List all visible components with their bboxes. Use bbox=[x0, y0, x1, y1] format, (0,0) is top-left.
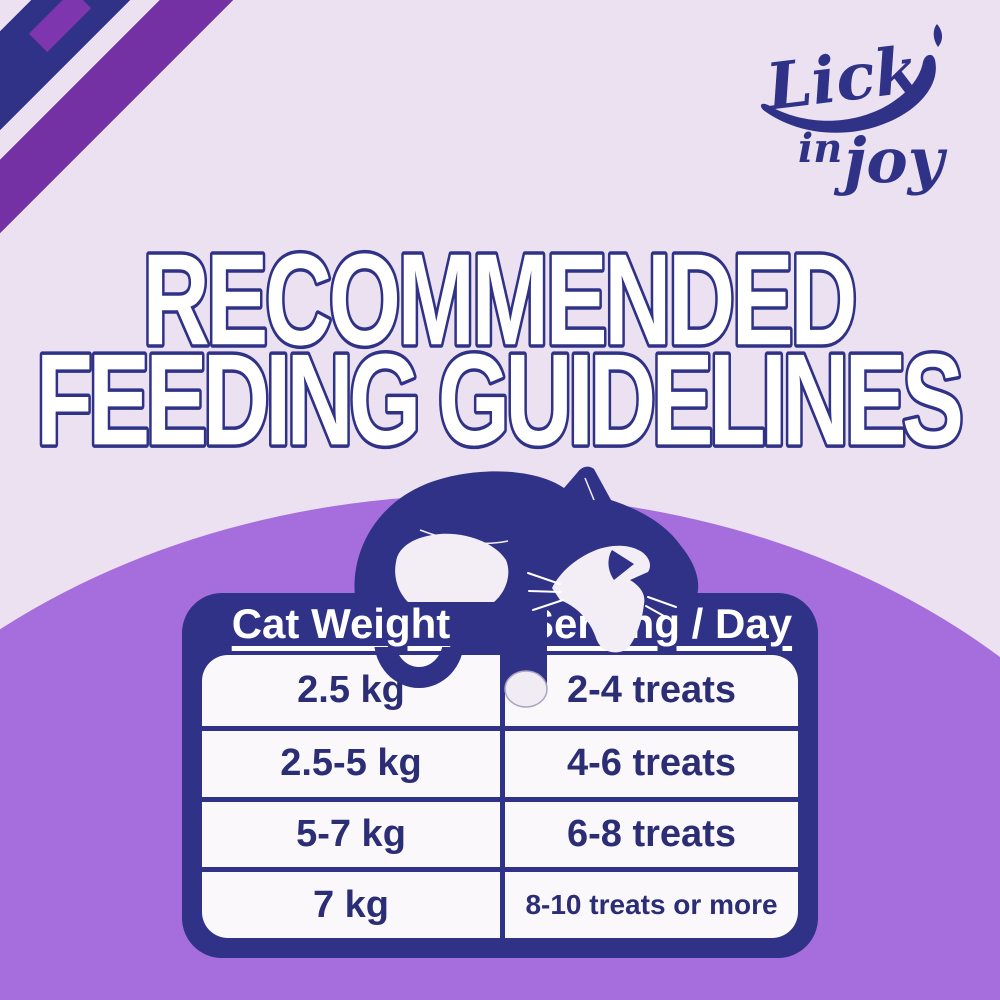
feeding-table: Cat Weight Serving / Day 2.5 kg 2-4 trea… bbox=[182, 593, 818, 958]
cat-whiskers bbox=[527, 572, 677, 621]
sleeping-cat-illustration bbox=[354, 466, 699, 708]
corner-stripe-patch bbox=[28, 0, 92, 53]
title-line-1: RECOMMENDED bbox=[142, 240, 857, 372]
table-cell: 6-8 treats bbox=[500, 796, 798, 868]
table-header-serving-day: Serving / Day bbox=[500, 593, 818, 655]
table-cell: 4-6 treats bbox=[500, 725, 798, 797]
cat-tail-loop bbox=[374, 647, 464, 688]
table-cell: 5-7 kg bbox=[202, 796, 500, 868]
cat-fur-line bbox=[419, 529, 509, 545]
table-body: 2.5 kg 2-4 treats 2.5-5 kg 4-6 treats 5-… bbox=[202, 655, 798, 938]
brand-word-in: in bbox=[798, 125, 842, 172]
corner-stripes-decoration bbox=[0, 0, 300, 300]
header-label: Serving / Day bbox=[525, 600, 793, 647]
cat-ear-line bbox=[584, 477, 595, 501]
page-title: RECOMMENDED FEEDING GUIDELINES bbox=[33, 240, 967, 455]
table-header-cat-weight: Cat Weight bbox=[182, 593, 500, 655]
cat-face-patch bbox=[552, 545, 650, 653]
tongue-swoosh-icon bbox=[760, 54, 936, 133]
title-line-2: FEEDING GUIDELINES bbox=[36, 327, 964, 455]
table-cell: 8-10 treats or more bbox=[500, 867, 798, 938]
table-cell: 2.5 kg bbox=[297, 668, 405, 711]
brand-logo: Lick in joy bbox=[760, 24, 948, 197]
brand-word-lick: Lick bbox=[760, 32, 923, 125]
cat-eye bbox=[608, 550, 634, 580]
table-cell: 2.5-5 kg bbox=[202, 725, 500, 797]
header-label: Cat Weight bbox=[231, 600, 451, 647]
droplet-icon bbox=[933, 24, 943, 47]
table-header-row: Cat Weight Serving / Day bbox=[182, 593, 818, 655]
table-cell: 7 kg bbox=[202, 867, 500, 938]
table-cell: 2-4 treats bbox=[500, 655, 798, 726]
brand-word-joy: joy bbox=[833, 124, 948, 197]
cat-chest-patch bbox=[395, 533, 509, 602]
cat-paw bbox=[504, 670, 548, 708]
